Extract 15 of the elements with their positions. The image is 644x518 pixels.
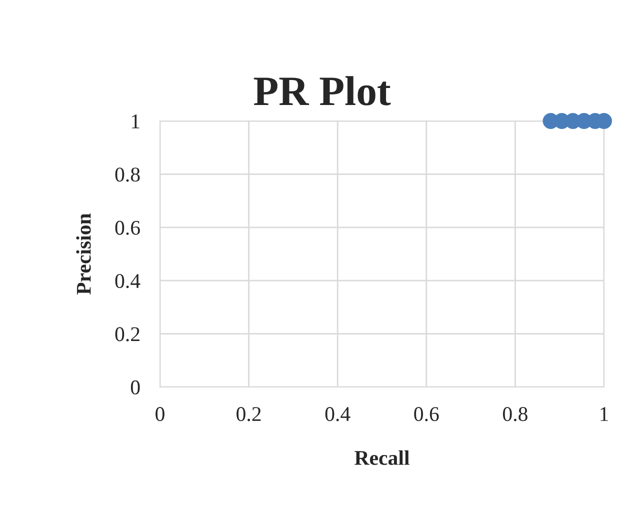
chart-title: PR Plot: [254, 76, 391, 106]
x-axis-title: Recall: [354, 450, 410, 465]
x-tick-label: 0.4: [325, 407, 350, 422]
y-tick-label: 0.2: [115, 327, 140, 342]
x-tick-label: 0.8: [502, 407, 528, 422]
y-tick-label: 1: [132, 114, 140, 128]
x-tick-label: 0.6: [414, 407, 439, 422]
x-tick-label: 1: [600, 407, 608, 421]
y-tick-label: 0.6: [115, 220, 140, 235]
y-tick-label: 0.4: [115, 274, 140, 288]
y-axis-title: Precision: [76, 213, 91, 295]
x-tick-label: 0.2: [236, 407, 261, 422]
y-tick-label: 0.8: [115, 168, 140, 182]
x-tick-label: 0: [156, 407, 164, 422]
y-tick-label: 0: [130, 380, 140, 394]
